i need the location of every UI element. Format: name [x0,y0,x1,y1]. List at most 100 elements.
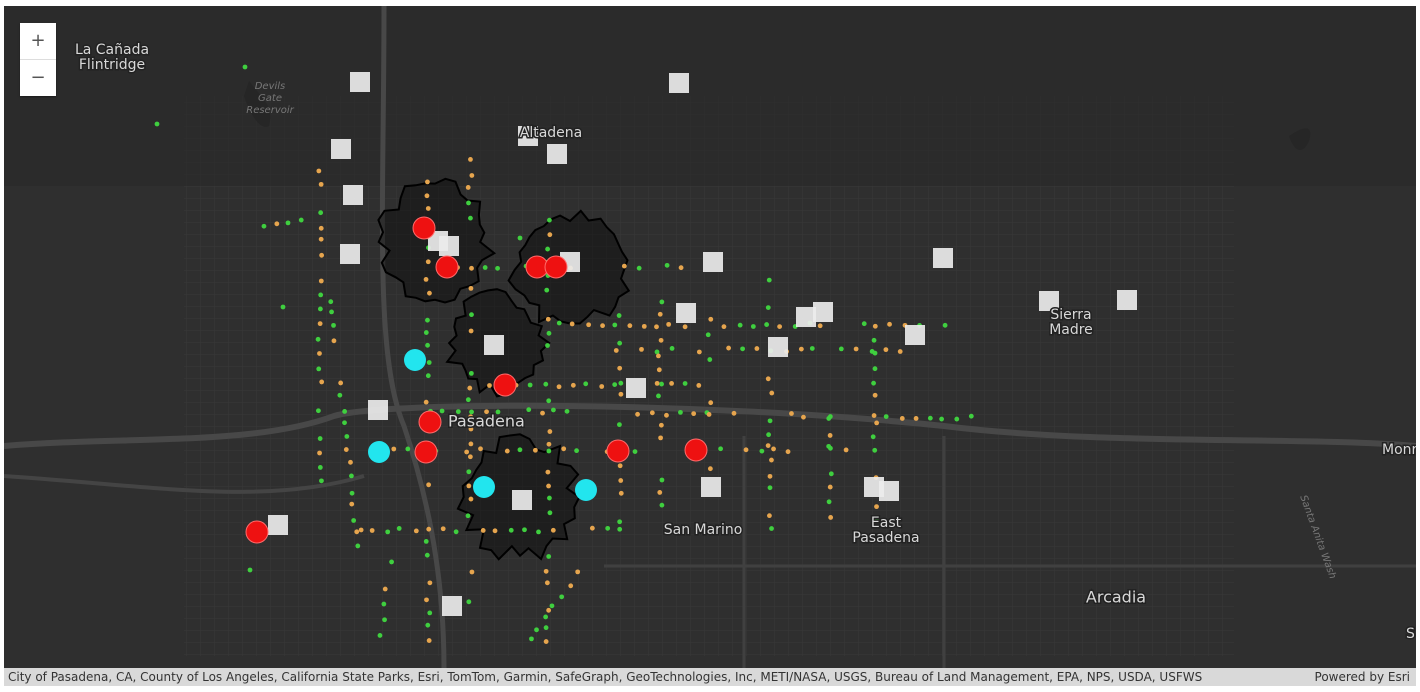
facility [813,302,833,322]
point [954,416,960,422]
point [549,603,555,609]
point [426,526,432,532]
point [617,340,623,346]
point [678,409,683,415]
point [369,528,375,533]
stop [473,476,495,498]
point [480,528,486,533]
point [464,449,470,455]
point [737,322,743,328]
point [532,447,538,453]
point [769,526,774,531]
place-label: Monr [1382,442,1416,458]
facility [1117,290,1137,310]
point [517,235,523,241]
point [285,220,291,226]
point [656,353,661,359]
point [575,569,581,575]
point [618,490,624,496]
point [872,392,878,398]
point [316,408,321,414]
reservoir [244,81,271,127]
point [899,416,905,421]
point [546,441,552,447]
facility [340,244,360,264]
point [315,336,321,342]
point [617,519,623,525]
point [546,330,552,336]
facility [933,248,953,268]
attribution-bar: City of Pasadena, CA, County of Los Ange… [4,668,1416,686]
point [708,400,714,406]
point [827,433,833,438]
point [883,347,889,353]
place-label: Flintridge [79,57,145,73]
point [526,407,532,413]
point [543,381,549,387]
point [425,622,431,628]
point [544,287,550,293]
point [767,485,773,491]
point [351,518,357,523]
point [466,483,472,489]
point [657,490,663,495]
facility [905,325,925,345]
incident [245,520,269,544]
point [872,350,878,356]
point [618,380,624,386]
point [540,410,545,416]
point [465,513,471,519]
point [337,392,343,398]
zoom-out-button[interactable]: − [20,59,56,96]
point [484,409,489,415]
point [544,580,550,586]
stop [575,479,597,501]
point [706,412,712,417]
point [871,380,876,386]
point [319,478,324,484]
freeway [4,402,1416,449]
point [927,415,933,421]
lake [1289,128,1311,151]
point [247,567,253,573]
point [317,450,322,456]
powered-by[interactable]: Powered by Esri [1314,670,1410,684]
facility [701,477,721,497]
point [426,360,432,365]
point [331,338,337,344]
point [654,380,660,386]
point [656,367,662,373]
point [413,528,419,534]
place-label: Madre [1049,322,1093,338]
point [427,290,432,296]
freeway [4,474,365,494]
point [765,305,771,311]
point [705,332,711,338]
point [427,580,433,586]
place-label: Arcadia [1086,588,1146,607]
point [872,447,878,453]
point [678,265,684,271]
point [423,399,429,405]
point [318,292,324,298]
point [154,121,160,127]
point [317,351,322,356]
point [828,515,834,520]
point [942,322,948,328]
point [765,443,771,448]
incident [544,255,568,279]
zoom-in-button[interactable]: + [30,30,46,51]
point [349,490,355,496]
point [261,223,267,229]
point [556,384,562,390]
point [612,322,618,328]
facility [428,231,448,251]
point [342,409,348,414]
point [754,346,760,351]
place-label: Gate [258,93,282,104]
point [405,446,411,452]
facility [368,400,388,420]
point [718,446,724,452]
map[interactable]: La Cañada Flintridge Devils Gate Reservoir Al… [4,6,1416,668]
point [425,317,430,323]
